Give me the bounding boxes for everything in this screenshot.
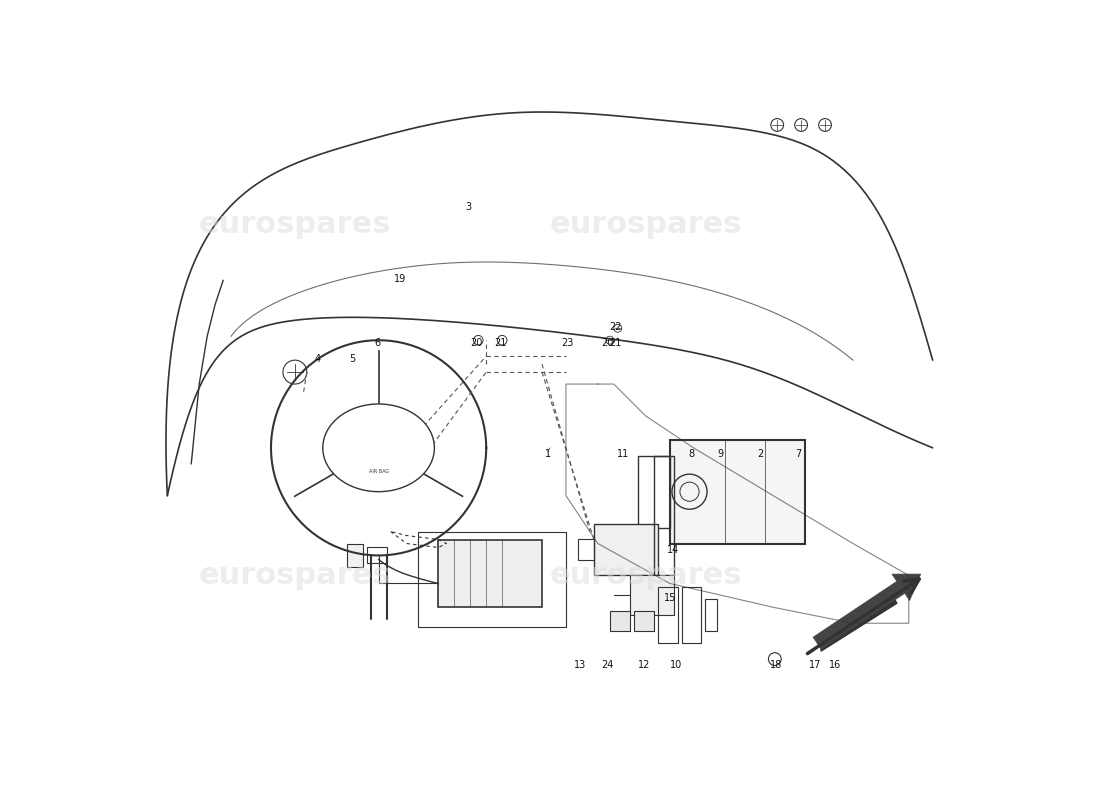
Text: 14: 14 bbox=[667, 545, 679, 555]
Bar bbox=[658, 587, 678, 643]
Text: 19: 19 bbox=[394, 274, 406, 284]
Bar bbox=[670, 440, 805, 543]
Text: 4: 4 bbox=[315, 354, 320, 363]
Text: 18: 18 bbox=[770, 660, 782, 670]
Bar bbox=[705, 599, 717, 631]
Text: 8: 8 bbox=[689, 450, 695, 459]
Text: 6: 6 bbox=[374, 338, 381, 347]
Text: 10: 10 bbox=[670, 660, 682, 670]
Bar bbox=[629, 575, 673, 615]
Text: 9: 9 bbox=[717, 450, 724, 459]
Text: 13: 13 bbox=[574, 660, 586, 670]
Bar bbox=[682, 587, 702, 643]
Text: 12: 12 bbox=[638, 660, 650, 670]
FancyArrow shape bbox=[813, 574, 921, 649]
Bar bbox=[653, 456, 673, 575]
Text: 3: 3 bbox=[465, 202, 472, 212]
Text: 23: 23 bbox=[561, 338, 574, 347]
Bar bbox=[638, 456, 670, 527]
Bar bbox=[346, 543, 363, 567]
Bar bbox=[418, 531, 565, 627]
Text: 16: 16 bbox=[829, 660, 842, 670]
Text: 1: 1 bbox=[546, 450, 551, 459]
Bar bbox=[366, 547, 386, 563]
Text: eurospares: eurospares bbox=[199, 210, 392, 239]
Text: 21: 21 bbox=[609, 338, 622, 347]
Bar bbox=[578, 539, 594, 560]
Text: 21: 21 bbox=[494, 338, 507, 347]
Polygon shape bbox=[821, 595, 896, 651]
Text: eurospares: eurospares bbox=[549, 210, 741, 239]
Text: 11: 11 bbox=[617, 450, 629, 459]
Text: 24: 24 bbox=[602, 660, 614, 670]
Text: 22: 22 bbox=[609, 322, 622, 332]
Text: 17: 17 bbox=[810, 660, 822, 670]
Text: 2: 2 bbox=[757, 450, 763, 459]
Text: AIR BAG: AIR BAG bbox=[368, 470, 388, 474]
Text: 20: 20 bbox=[602, 338, 614, 347]
Text: 5: 5 bbox=[349, 354, 355, 363]
Bar bbox=[439, 539, 542, 607]
Text: Ferrari 355 (2.7 Motronic): Ferrari 355 (2.7 Motronic) bbox=[461, 26, 639, 40]
Text: eurospares: eurospares bbox=[549, 561, 741, 590]
Bar bbox=[594, 523, 658, 575]
Text: 15: 15 bbox=[664, 593, 676, 602]
Text: 20: 20 bbox=[471, 338, 483, 347]
Ellipse shape bbox=[322, 404, 434, 492]
Text: eurospares: eurospares bbox=[199, 561, 392, 590]
Bar bbox=[634, 611, 653, 631]
Text: 7: 7 bbox=[795, 450, 802, 459]
Bar bbox=[609, 611, 629, 631]
